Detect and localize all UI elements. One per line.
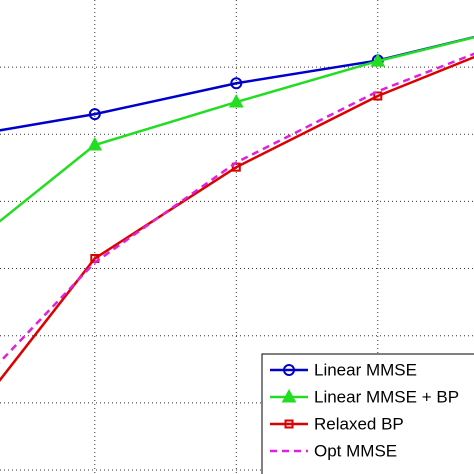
marker [281,388,297,403]
legend: Linear MMSE Linear MMSE + BP Relaxed BP Opt… [261,353,474,474]
legend-box [261,353,474,474]
series-line [0,35,474,132]
marker [88,108,101,121]
plot-area [0,35,474,382]
marker [230,77,243,90]
marker [228,94,244,108]
legend-label: Linear MMSE [314,360,417,379]
marker [373,91,383,101]
series-line [0,52,474,364]
marker [284,419,294,429]
legend-label: Relaxed BP [314,414,404,433]
legend-label: Opt MMSE [314,441,397,460]
marker [87,136,103,151]
marker [283,364,295,376]
marker [370,53,386,67]
series-line [0,36,474,223]
series-line [0,55,474,382]
legend-label: Linear MMSE + BP [314,387,459,406]
